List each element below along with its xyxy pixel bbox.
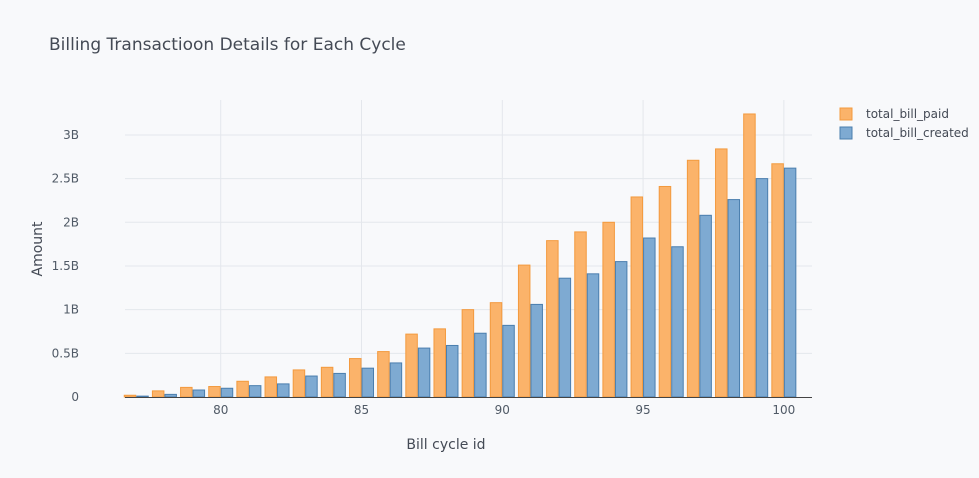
bar-total-bill-paid[interactable] xyxy=(771,163,784,398)
bar-total-bill-paid[interactable] xyxy=(292,369,306,398)
bar-total-bill-created[interactable] xyxy=(558,277,572,398)
legend-label[interactable]: total_bill_created xyxy=(866,126,969,140)
bar-total-bill-paid[interactable] xyxy=(574,231,587,398)
bar-total-bill-created[interactable] xyxy=(755,178,769,398)
bar-total-bill-created[interactable] xyxy=(192,389,206,398)
bar-total-bill-created[interactable] xyxy=(783,167,797,398)
y-tick-label: 2B xyxy=(63,215,79,229)
grid-lines xyxy=(125,100,812,397)
bar-total-bill-created[interactable] xyxy=(614,261,628,398)
axes: 0 0.5B 1B 1.5B 2B 2.5B 3B 80 85 90 95 100 xyxy=(52,128,812,417)
bar-total-bill-paid[interactable] xyxy=(151,390,165,398)
bar-total-bill-paid[interactable] xyxy=(236,380,249,398)
x-axis-title: Bill cycle id xyxy=(406,437,485,453)
bar-total-bill-paid[interactable] xyxy=(208,386,221,398)
x-tick-label: 100 xyxy=(772,403,795,417)
bar-total-bill-paid[interactable] xyxy=(461,309,475,398)
bar-total-bill-created[interactable] xyxy=(671,246,684,398)
bar-total-bill-created[interactable] xyxy=(586,273,600,398)
chart-title: Billing Transactioon Details for Each Cy… xyxy=(49,35,406,55)
legend-swatch[interactable] xyxy=(839,107,853,121)
bar-total-bill-created[interactable] xyxy=(164,393,177,398)
x-tick-label: 80 xyxy=(213,403,228,417)
bar-total-bill-created[interactable] xyxy=(699,214,712,398)
bar-total-bill-paid[interactable] xyxy=(686,159,700,398)
bar-total-bill-created[interactable] xyxy=(727,199,741,398)
bar-total-bill-paid[interactable] xyxy=(180,386,193,398)
bar-total-bill-paid[interactable] xyxy=(658,185,672,398)
bar-total-bill-created[interactable] xyxy=(220,387,234,398)
bar-total-bill-paid[interactable] xyxy=(715,148,728,398)
bar-total-bill-created[interactable] xyxy=(530,303,543,398)
bar-total-bill-created[interactable] xyxy=(277,383,290,398)
bar-total-bill-paid[interactable] xyxy=(405,333,418,398)
legend[interactable]: total_bill_paid total_bill_created xyxy=(839,107,969,140)
legend-swatch[interactable] xyxy=(839,126,853,140)
bar-total-bill-created[interactable] xyxy=(305,375,318,398)
y-tick-label: 0 xyxy=(71,390,79,404)
bar-total-bill-created[interactable] xyxy=(248,385,262,398)
bar-total-bill-paid[interactable] xyxy=(546,240,559,398)
bar-total-bill-paid[interactable] xyxy=(123,394,137,398)
x-tick-label: 85 xyxy=(354,403,369,417)
x-tick-label: 95 xyxy=(635,403,650,417)
bar-total-bill-paid[interactable] xyxy=(264,376,278,398)
bar-total-bill-created[interactable] xyxy=(643,237,656,398)
bar-total-bill-paid[interactable] xyxy=(630,196,644,398)
bar-total-bill-created[interactable] xyxy=(502,324,515,398)
bar-total-bill-paid[interactable] xyxy=(377,351,390,398)
y-tick-label: 3B xyxy=(63,128,79,142)
bar-total-bill-paid[interactable] xyxy=(743,113,756,398)
legend-label[interactable]: total_bill_paid xyxy=(866,107,949,121)
y-axis-title: Amount xyxy=(30,221,46,277)
bar-total-bill-created[interactable] xyxy=(417,347,431,398)
x-tick-label: 90 xyxy=(495,403,510,417)
y-tick-label: 1B xyxy=(63,303,79,317)
bar-total-bill-created[interactable] xyxy=(474,332,487,398)
bar-total-bill-paid[interactable] xyxy=(320,366,334,398)
bar-total-bill-created[interactable] xyxy=(445,344,459,398)
y-tick-label: 1.5B xyxy=(52,259,79,273)
y-tick-label: 0.5B xyxy=(52,346,79,360)
bar-total-bill-created[interactable] xyxy=(333,372,346,398)
bar-total-bill-paid[interactable] xyxy=(349,358,362,398)
bar-total-bill-paid[interactable] xyxy=(433,328,446,398)
y-tick-label: 2.5B xyxy=(52,172,79,186)
bar-total-bill-paid[interactable] xyxy=(517,264,531,398)
bar-total-bill-created[interactable] xyxy=(361,367,375,398)
bars xyxy=(123,113,797,398)
bar-total-bill-created[interactable] xyxy=(136,395,149,398)
bar-total-bill-created[interactable] xyxy=(389,362,403,398)
bar-total-bill-paid[interactable] xyxy=(489,302,503,398)
bar-total-bill-paid[interactable] xyxy=(602,221,615,398)
